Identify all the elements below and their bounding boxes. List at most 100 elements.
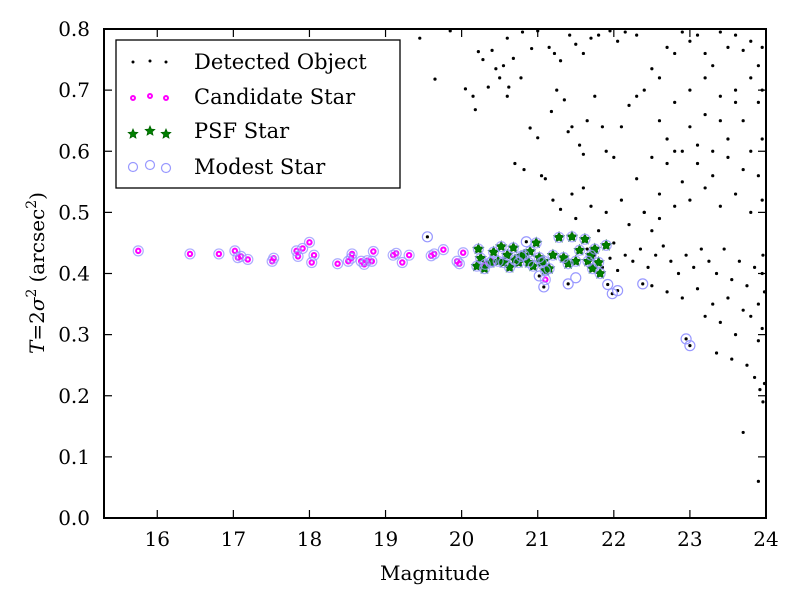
detected-object-point xyxy=(756,339,760,343)
detected-object-point xyxy=(756,100,760,104)
detected-object-point xyxy=(638,247,643,251)
detected-object-point xyxy=(522,167,526,172)
detected-object-point xyxy=(418,36,422,40)
modest-star-point xyxy=(487,246,500,258)
detected-object-point xyxy=(657,119,662,123)
modest-star-point xyxy=(475,252,487,264)
detected-object-point xyxy=(756,64,760,68)
candidate-star-point xyxy=(186,250,194,258)
modest-star-point xyxy=(396,256,408,269)
detected-object-point xyxy=(707,259,711,263)
detected-object-point xyxy=(718,30,722,34)
detected-object-point xyxy=(756,174,760,178)
detected-object-point xyxy=(581,186,585,190)
psf-star-point xyxy=(573,243,586,256)
modest-star-point xyxy=(297,242,309,255)
modest-star-point xyxy=(268,252,280,264)
x-tick-label: 24 xyxy=(753,527,778,551)
detected-object-point xyxy=(733,33,738,37)
modest-star-point xyxy=(484,256,497,269)
detected-object-point xyxy=(539,174,544,178)
detected-object-point xyxy=(661,244,665,248)
modest-star-point xyxy=(242,253,254,266)
detected-object-point xyxy=(673,51,677,56)
detected-object-point xyxy=(680,180,684,184)
candidate-star-point xyxy=(459,249,467,256)
detected-object-point xyxy=(680,149,684,153)
modest-star-point xyxy=(533,270,545,282)
legend-marker-modest xyxy=(144,159,156,171)
detected-object-point xyxy=(627,223,631,227)
psf-star-point xyxy=(581,254,595,267)
detected-object-point xyxy=(726,45,730,49)
detected-object-point xyxy=(507,85,511,89)
detected-object-point xyxy=(657,192,662,196)
legend-marker-dot xyxy=(164,60,168,64)
modest-star-point xyxy=(451,255,463,267)
y-label-eq: = xyxy=(25,324,49,341)
legend-marker-modest xyxy=(127,161,139,173)
modest-star-point xyxy=(680,333,692,345)
psf-star-point xyxy=(546,248,560,261)
detected-object-point xyxy=(741,430,745,435)
modest-star-point xyxy=(547,249,559,261)
detected-object-point xyxy=(673,204,677,208)
modest-star-point xyxy=(361,255,373,267)
detected-object-point xyxy=(688,39,692,43)
modest-star-point xyxy=(684,340,696,352)
detected-object-point xyxy=(604,149,608,153)
detected-object-point xyxy=(536,136,540,140)
detected-object-point xyxy=(589,204,593,208)
legend-box xyxy=(115,39,401,189)
detected-object-point xyxy=(612,241,616,245)
modest-star-point xyxy=(592,256,605,269)
detected-object-point xyxy=(646,265,650,269)
y-axis: 0.0 0.1 0.2 0.3 0.4 0.5 0.6 0.7 0.8 xyxy=(58,17,766,530)
detected-object-point xyxy=(703,186,707,190)
detected-object-point xyxy=(530,46,534,51)
detected-object-point xyxy=(627,103,631,108)
detected-object-point xyxy=(760,198,764,202)
detected-object-point xyxy=(726,155,730,159)
detected-object-point xyxy=(695,287,700,291)
detected-object-point xyxy=(749,76,753,80)
legend-marker-candidate xyxy=(130,95,136,101)
modest-star-point xyxy=(600,239,612,251)
modest-star-point xyxy=(566,231,578,243)
detected-object-point xyxy=(524,240,528,244)
detected-object-point xyxy=(505,94,509,98)
detected-object-point xyxy=(718,119,722,123)
modest-star-point xyxy=(589,243,601,255)
modest-star-point xyxy=(539,274,551,286)
detected-object-point xyxy=(471,94,475,98)
modest-star-point xyxy=(637,278,649,290)
detected-object-point xyxy=(665,45,669,49)
legend-marker-candidate xyxy=(147,93,153,99)
detected-object-point xyxy=(513,161,517,166)
detected-object-point xyxy=(505,36,509,40)
detected-object-point xyxy=(761,400,765,404)
legend-label: Detected Object xyxy=(194,50,367,74)
detected-object-point xyxy=(718,204,722,208)
detected-object-point xyxy=(695,161,700,166)
detected-object-point xyxy=(695,143,700,147)
detected-object-point xyxy=(749,314,753,318)
modest-star-point xyxy=(425,250,437,262)
legend-marker-candidate xyxy=(163,95,169,101)
psf-star-point xyxy=(523,245,537,257)
modest-star-point xyxy=(437,244,449,256)
detected-object-point xyxy=(494,67,498,71)
x-tick-label: 23 xyxy=(677,527,702,551)
modest-star-point xyxy=(602,278,614,291)
detected-object-point xyxy=(574,42,578,46)
modest-star-point xyxy=(543,263,555,275)
x-tick-label: 19 xyxy=(373,527,398,551)
candidate-star-point xyxy=(405,251,413,259)
detected-object-point xyxy=(520,30,525,34)
detected-object-point xyxy=(566,130,570,134)
modest-star-point xyxy=(612,285,624,297)
detected-object-point xyxy=(684,253,688,257)
modest-star-point xyxy=(579,233,591,245)
detected-object-point xyxy=(623,253,627,257)
legend-item-candidate-star: Candidate Star xyxy=(130,85,356,109)
